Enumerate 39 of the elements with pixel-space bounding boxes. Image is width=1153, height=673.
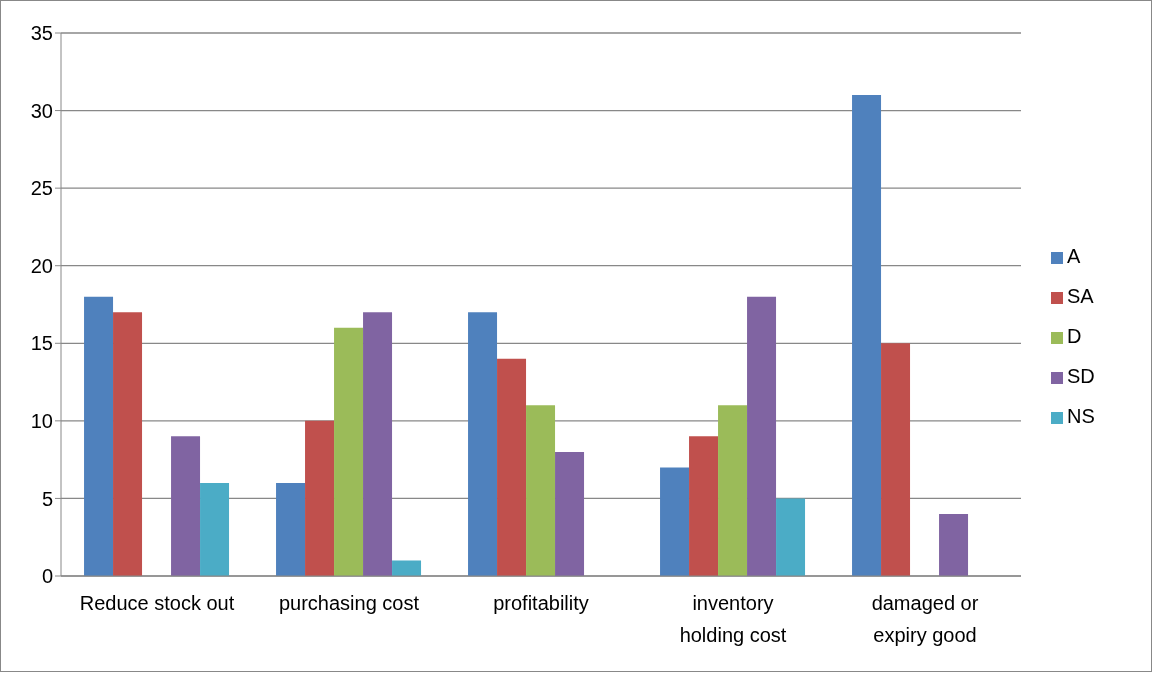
x-tick-label: purchasing cost [278,592,420,614]
bar [276,482,306,576]
bar [689,436,719,576]
bar [334,327,364,576]
bar [881,343,911,576]
bar [555,451,585,576]
y-tick-label: 30 [30,99,53,122]
y-tick-label: 0 [41,565,53,588]
bar [305,420,335,576]
y-tick-label: 15 [30,332,53,355]
legend-label: A [1067,245,1081,267]
x-tick-label: inventory holding cost [679,592,787,646]
legend-label: NS [1067,405,1095,427]
bar [526,405,556,576]
bar [718,405,748,576]
x-tick-label: profitability [493,592,589,614]
bar [113,312,143,576]
bar [171,436,201,576]
bar [392,560,422,576]
bar [497,358,527,576]
bar [468,312,498,576]
y-tick-label: 35 [30,22,53,45]
x-tick-label: damaged or expiry good [871,592,979,646]
bar [776,498,806,576]
x-tick-label: Reduce stock out [79,592,235,614]
bar [84,296,114,576]
y-tick-label: 25 [30,177,53,200]
y-tick-label: 5 [41,487,53,510]
y-tick-label: 10 [30,409,53,432]
bar [852,95,882,576]
bar [200,482,230,576]
bar [660,467,690,576]
bar [939,513,969,576]
legend-label: SA [1067,285,1094,307]
bar [747,296,777,576]
legend-label: SD [1067,365,1095,387]
bar [363,312,393,576]
legend-label: D [1067,325,1082,347]
y-tick-label: 20 [30,254,53,277]
